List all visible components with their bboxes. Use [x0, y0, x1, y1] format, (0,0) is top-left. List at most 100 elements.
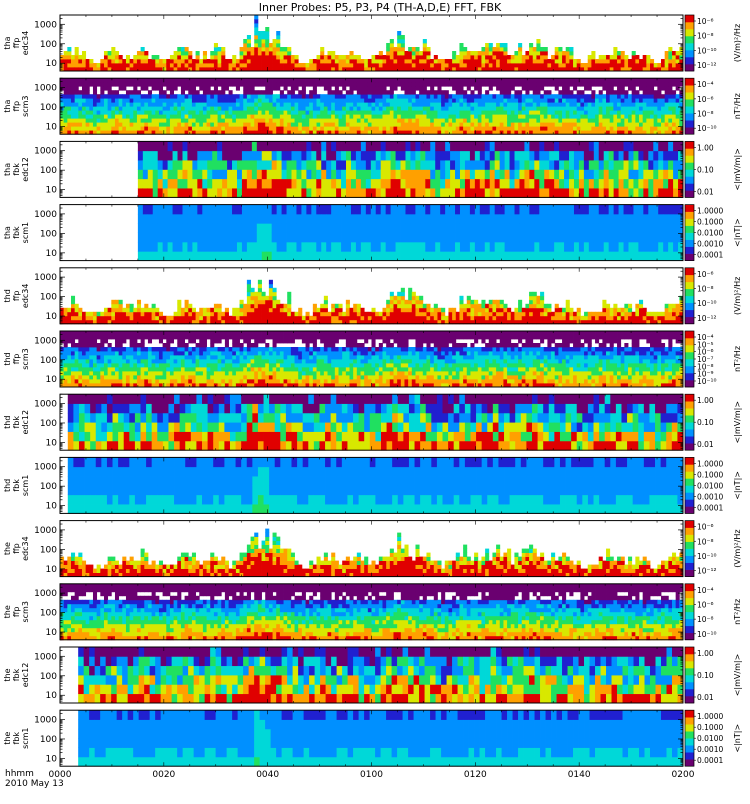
spectrogram-cell — [661, 110, 665, 114]
spectrogram-cell — [505, 233, 510, 243]
spectrogram-cell — [168, 151, 173, 161]
spectrogram-cell — [298, 118, 302, 122]
spectrogram-cell — [163, 160, 168, 170]
spectrogram-cell — [133, 55, 137, 59]
spectrogram-cell — [401, 214, 406, 224]
spectrogram-cell — [276, 98, 280, 102]
spectrogram-cell — [368, 106, 372, 110]
spectrogram-cell — [437, 106, 441, 110]
spectrogram-cell — [507, 110, 511, 114]
spectrogram-cell — [251, 98, 255, 102]
spectrogram-cell — [492, 51, 496, 55]
spectrogram-cell — [547, 114, 551, 118]
spectrogram-cell — [396, 160, 401, 170]
spectrogram-cell — [336, 169, 341, 179]
spectrogram-cell — [624, 188, 629, 198]
spectrogram-cell — [254, 31, 258, 35]
spectrogram-cell — [126, 90, 130, 94]
spectrogram-cell — [225, 63, 229, 67]
spectrogram-cell — [525, 122, 529, 126]
spectrogram-cell — [376, 151, 381, 161]
spectrogram-cell — [420, 151, 425, 161]
spectrogram-cell — [460, 160, 465, 170]
colorbar-segment — [685, 169, 694, 176]
spectrogram-cell — [500, 90, 504, 94]
spectrogram-cell — [361, 122, 365, 126]
spectrogram-cell — [555, 86, 559, 90]
spectrogram-cell — [485, 126, 489, 130]
spectrogram-cell — [643, 188, 648, 198]
spectrogram-cell — [415, 78, 419, 82]
spectrogram-cell — [346, 114, 350, 118]
spectrogram-cell — [295, 106, 299, 110]
spectrogram-cell — [192, 82, 196, 86]
spectrogram-cell — [390, 78, 394, 82]
spectrogram-cell — [64, 126, 68, 130]
spectrogram-cell — [185, 122, 189, 126]
spectrogram-cell — [163, 242, 168, 252]
spectrogram-cell — [372, 94, 376, 98]
spectrogram-cell — [404, 86, 408, 90]
spectrogram-cell — [346, 205, 351, 215]
spectrogram-cell — [115, 90, 119, 94]
spectrogram-cell — [221, 90, 225, 94]
spectrogram-cell — [621, 106, 625, 110]
spectrogram-cell — [599, 110, 603, 114]
spectrogram-cell — [339, 55, 343, 59]
colorbar-tick-label: 10⁻⁴ — [697, 80, 714, 89]
spectrogram-cell — [251, 86, 255, 90]
spectrogram-cell — [412, 59, 416, 63]
spectrogram-cell — [401, 35, 405, 39]
spectrogram-cell — [474, 110, 478, 114]
spectrogram-cell — [89, 122, 93, 126]
spectrogram-cell — [331, 122, 335, 126]
spectrogram-cell — [86, 312, 90, 316]
spectrogram-cell — [181, 106, 185, 110]
spectrogram-cell — [269, 86, 273, 90]
spectrogram-cell — [435, 160, 440, 170]
spectrogram-cell — [577, 63, 581, 67]
y-tick-label: 100 — [40, 166, 57, 176]
spectrogram-cell — [214, 106, 218, 110]
spectrogram-cell — [419, 55, 423, 59]
spectrogram-cell — [519, 169, 524, 179]
spectrogram-cell — [515, 242, 520, 252]
spectrogram-cell — [342, 59, 346, 63]
panel-ylabel: tha — [3, 163, 12, 176]
spectrogram-cell — [456, 126, 460, 130]
spectrogram-cell — [295, 63, 299, 67]
spectrogram-cell — [252, 151, 257, 161]
spectrogram-cell — [584, 188, 589, 198]
spectrogram-cell — [594, 242, 599, 252]
spectrogram-cell — [638, 251, 643, 261]
spectrogram-cell — [533, 82, 537, 86]
spectrogram-cell — [89, 98, 93, 102]
colorbar-segment — [685, 85, 694, 92]
spectrogram-cell — [247, 39, 251, 43]
spectrogram-cell — [236, 63, 240, 67]
spectrogram-cell — [210, 82, 214, 86]
spectrogram-cell — [232, 126, 236, 130]
spectrogram-cell — [331, 188, 336, 198]
spectrogram-cell — [599, 59, 603, 63]
spectrogram-cell — [650, 126, 654, 130]
spectrogram-cell — [386, 214, 391, 224]
spectrogram-cell — [155, 78, 159, 82]
spectrogram-cell — [351, 179, 356, 189]
spectrogram-cell — [170, 94, 174, 98]
spectrogram-cell — [657, 86, 661, 90]
spectrogram-cell — [353, 59, 357, 63]
spectrogram-cell — [423, 122, 427, 126]
spectrogram-cell — [401, 118, 405, 122]
spectrogram-cell — [470, 169, 475, 179]
spectrogram-cell — [375, 59, 379, 63]
spectrogram-cell — [302, 122, 306, 126]
spectrogram-cell — [437, 110, 441, 114]
spectrogram-cell — [196, 102, 200, 106]
spectrogram-cell — [425, 233, 430, 243]
spectrogram-cell — [420, 233, 425, 243]
spectrogram-cell — [435, 141, 440, 151]
spectrogram-cell — [391, 214, 396, 224]
spectrogram-cell — [324, 94, 328, 98]
spectrogram-cell — [460, 233, 465, 243]
